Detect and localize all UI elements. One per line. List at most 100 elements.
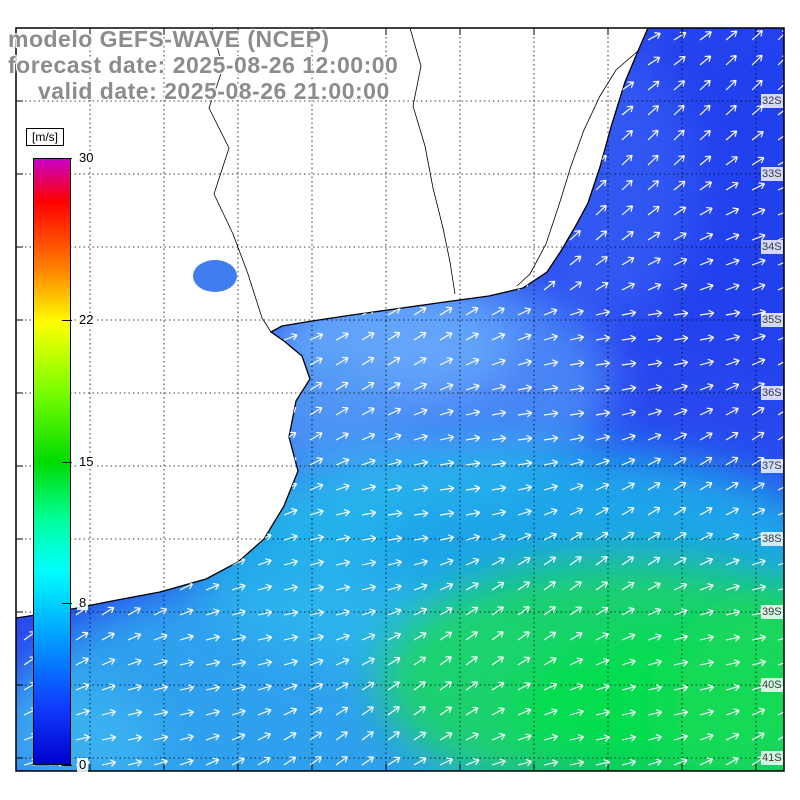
wind-arrow: [699, 155, 712, 166]
wind-arrow: [595, 281, 609, 291]
wind-arrow: [621, 231, 634, 241]
wind-arrow: [283, 558, 298, 567]
wind-arrow: [283, 584, 299, 592]
wind-arrow: [257, 732, 272, 741]
wind-arrow: [673, 408, 688, 416]
wind-arrow: [673, 334, 689, 343]
wind-arrow: [777, 208, 784, 216]
wind-arrow: [673, 709, 689, 717]
wind-arrow: [673, 557, 687, 566]
wind-arrow: [621, 607, 635, 616]
wind-arrow: [335, 657, 350, 666]
wind-arrow: [725, 130, 738, 141]
wind-arrow: [517, 508, 532, 516]
wind-arrow: [205, 684, 221, 692]
wind-arrow: [309, 658, 324, 666]
wind-arrow: [673, 104, 685, 116]
wind-arrow: [517, 581, 531, 591]
wind-arrow: [647, 359, 663, 368]
wind-arrow: [621, 506, 635, 516]
wind-arrow: [621, 683, 637, 692]
wind-arrow: [101, 734, 117, 742]
wind-arrow: [101, 708, 116, 717]
wind-arrow: [387, 656, 401, 666]
wind-arrow: [517, 656, 531, 666]
wind-arrow: [231, 634, 247, 642]
wind-arrow: [725, 309, 741, 318]
wind-arrow: [725, 258, 740, 266]
wind-arrow: [517, 358, 532, 367]
wind-arrow: [491, 509, 507, 517]
wind-arrow: [751, 634, 767, 642]
speed-patch-green-right: [660, 600, 784, 771]
wind-arrow: [751, 707, 766, 716]
wind-arrow: [309, 756, 322, 766]
wind-arrow: [543, 307, 558, 316]
speed-patch-deepblue: [615, 28, 784, 380]
wind-arrow: [335, 509, 351, 517]
wind-arrow: [491, 358, 506, 366]
lat-label: 41S: [761, 751, 783, 765]
wind-arrow: [335, 731, 348, 741]
colorbar: [33, 158, 71, 765]
wind-arrow: [491, 307, 505, 316]
wind-arrow: [387, 407, 402, 416]
wind-arrow: [153, 607, 168, 616]
wind-arrow: [387, 559, 403, 567]
wind-arrow: [257, 609, 273, 617]
wind-arrow: [205, 757, 220, 766]
wind-arrow: [517, 758, 532, 767]
wind-arrow: [205, 608, 220, 616]
wind-arrow: [491, 484, 507, 493]
wind-arrow: [569, 556, 582, 566]
wind-arrow: [335, 633, 350, 641]
wind-arrow: [205, 708, 220, 717]
wind-arrow: [361, 731, 374, 741]
wind-arrow: [699, 232, 714, 241]
colorbar-tick-label: 22: [77, 312, 96, 327]
colorbar-tick-label: 30: [77, 150, 96, 165]
wind-arrow: [751, 282, 766, 291]
wind-arrow: [725, 283, 740, 291]
wind-arrow: [569, 334, 585, 342]
wind-arrow: [699, 708, 714, 717]
wind-arrow: [725, 431, 739, 441]
wind-arrow: [647, 408, 662, 416]
wind-arrow: [231, 732, 246, 741]
wind-arrow: [543, 359, 559, 367]
wind-arrow: [153, 633, 168, 641]
wind-arrow: [387, 433, 402, 441]
wind-arrow: [725, 708, 740, 716]
wind-arrow: [699, 432, 713, 441]
wind-arrow: [725, 683, 740, 692]
wind-arrow: [491, 732, 506, 741]
wind-arrow: [595, 256, 608, 266]
wind-arrow: [777, 182, 784, 191]
wind-arrow: [517, 606, 530, 616]
wind-arrow: [569, 255, 582, 266]
wind-arrow: [179, 709, 195, 717]
wind-arrow: [621, 256, 635, 266]
wind-arrow: [75, 682, 90, 691]
wind-arrow: [725, 532, 740, 541]
wind-arrow: [569, 657, 584, 666]
wind-arrow: [673, 129, 685, 141]
wind-arrow: [101, 632, 115, 641]
wind-arrow: [699, 55, 712, 66]
wind-arrow: [465, 306, 479, 316]
wind-arrow: [569, 631, 583, 641]
wind-arrow: [569, 507, 584, 516]
wind-arrow: [673, 758, 688, 766]
wind-arrow: [413, 656, 427, 666]
wind-arrow: [725, 507, 739, 516]
wind-arrow: [491, 656, 505, 666]
wind-arrow: [257, 683, 272, 691]
colorbar-unit-label: [m/s]: [26, 128, 64, 146]
wind-arrow: [543, 606, 556, 616]
wind-arrow: [413, 407, 428, 416]
lat-label: 33S: [761, 167, 783, 181]
wind-arrow: [465, 509, 481, 518]
wind-arrow: [621, 334, 637, 343]
wind-arrow: [621, 309, 637, 318]
